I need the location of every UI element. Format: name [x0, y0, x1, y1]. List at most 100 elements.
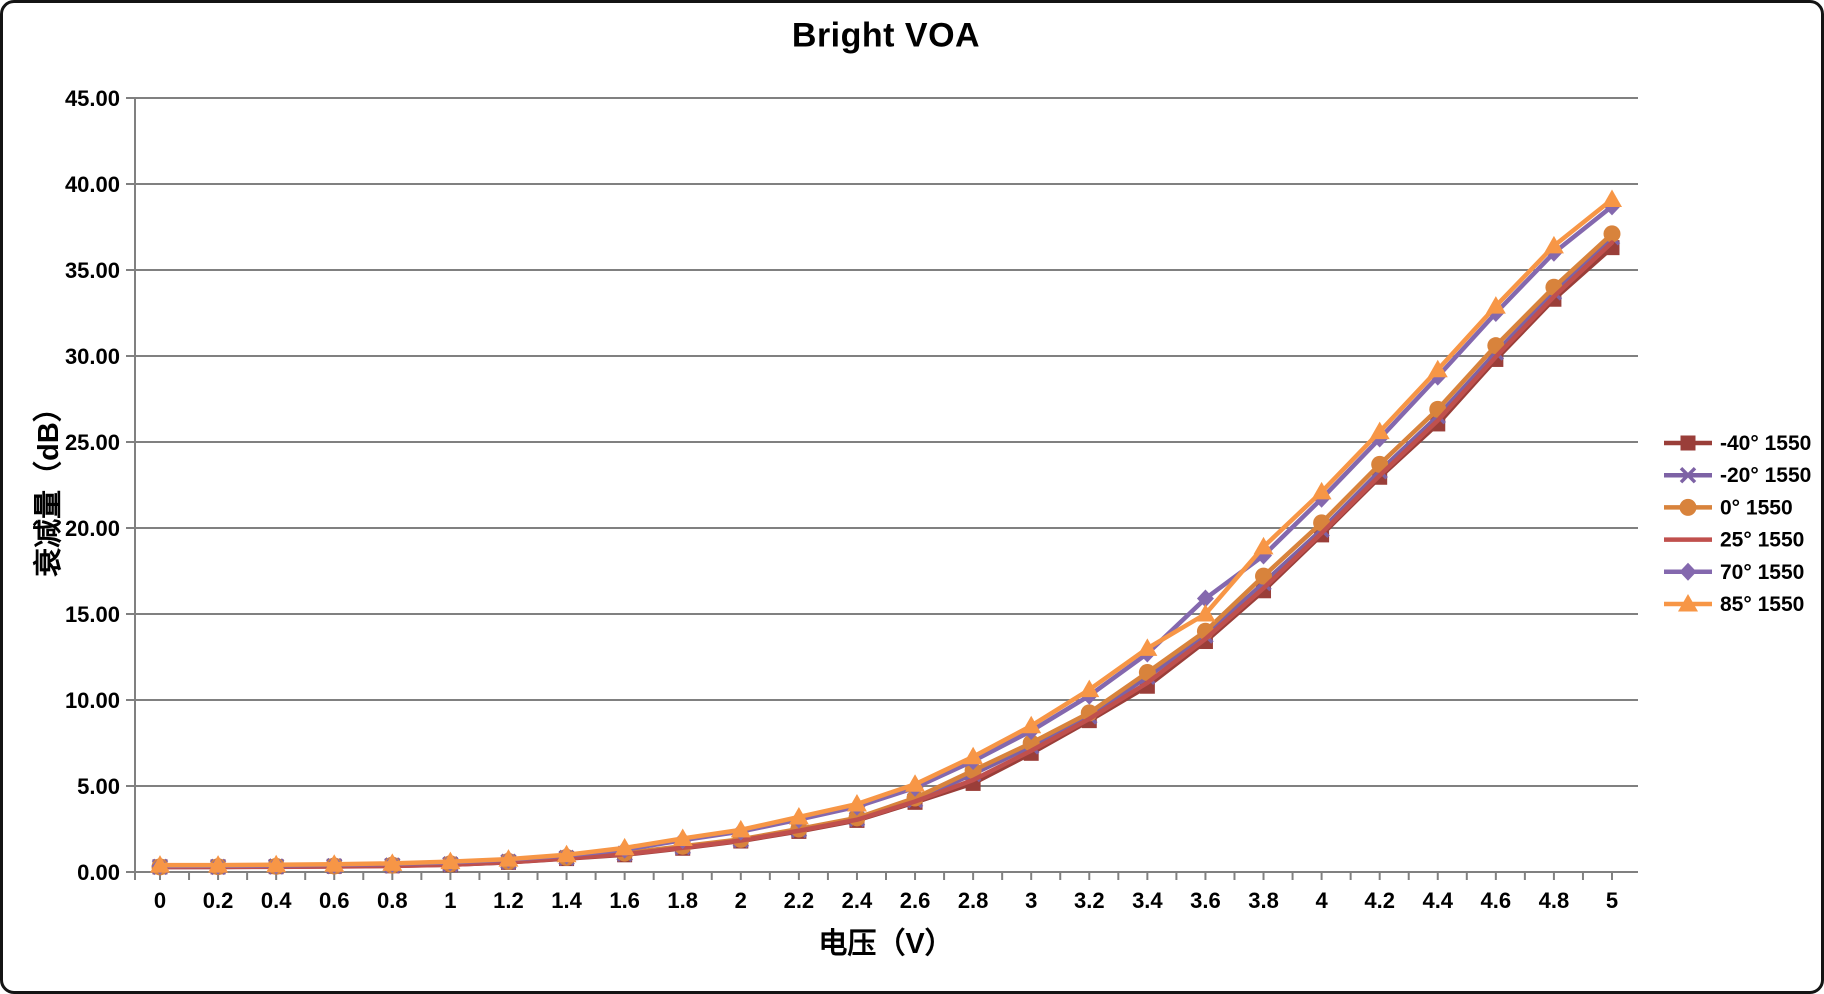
marker-triangle: [1602, 189, 1622, 207]
series-line: [157, 231, 1615, 870]
marker-triangle: [266, 854, 287, 873]
y-tick-label: 0.00: [77, 860, 120, 885]
marker-triangle: [1311, 481, 1332, 500]
y-tick-label: 25.00: [65, 430, 120, 455]
x-tick-label: 4.4: [1422, 888, 1453, 913]
marker-triangle: [1253, 536, 1274, 555]
marker-triangle: [440, 851, 461, 870]
y-tick-label: 5.00: [77, 774, 120, 799]
legend-label: -40° 1550: [1720, 432, 1811, 455]
x-tick-label: 2: [735, 888, 747, 913]
y-tick-label: 20.00: [65, 516, 120, 541]
marker-circle: [964, 762, 982, 780]
marker-circle: [1255, 567, 1273, 585]
marker-triangle: [1369, 421, 1390, 440]
series-line: [157, 197, 1615, 868]
series--20-1550: [151, 229, 1621, 876]
marker-triangle: [1485, 296, 1506, 314]
legend-label: 85° 1550: [1720, 593, 1804, 616]
x-tick-label: 4.8: [1539, 888, 1570, 913]
x-tick-label: 1.8: [667, 888, 698, 913]
marker-circle: [1679, 498, 1697, 516]
gridlines: [135, 97, 1638, 787]
series-line: [157, 235, 1615, 870]
marker-triangle: [556, 844, 577, 863]
y-tick-label: 30.00: [65, 344, 120, 369]
y-tick-label: 15.00: [65, 602, 120, 627]
series-line: [157, 245, 1615, 870]
x-tick-label: 2.8: [958, 888, 989, 913]
marker-triangle: [1195, 604, 1216, 622]
legend-item: -20° 1550: [1664, 464, 1811, 487]
y-tick-label: 45.00: [65, 86, 120, 111]
x-tick-label: 4.2: [1364, 888, 1395, 913]
marker-triangle: [1137, 638, 1158, 656]
x-tick-label: 1.2: [493, 888, 524, 913]
x-tick-label: 1: [444, 888, 456, 913]
marker-triangle: [788, 806, 809, 825]
x-tick-label: 0.2: [203, 888, 234, 913]
x-tick-label: 3.4: [1132, 888, 1163, 913]
x-tick-label: 0.6: [319, 888, 350, 913]
y-tick-label: 35.00: [65, 258, 120, 283]
legend-item: -40° 1550: [1664, 432, 1811, 455]
marker-triangle: [150, 855, 170, 873]
marker-triangle: [324, 854, 345, 872]
x-tick-label: 5: [1606, 888, 1618, 913]
legend-label: 0° 1550: [1720, 496, 1793, 519]
series-25-1550: [157, 240, 1615, 870]
x-tick-label: 1.6: [609, 888, 640, 913]
marker-triangle: [614, 837, 635, 856]
legend-item: 70° 1550: [1664, 561, 1804, 584]
x-tick-label: 3.6: [1190, 888, 1221, 913]
x-tick-label: 2.6: [900, 888, 931, 913]
legend-label: 25° 1550: [1720, 529, 1804, 552]
series-70-1550: [151, 197, 1621, 875]
marker-triangle: [1079, 679, 1100, 698]
chart-title: Bright VOA: [791, 16, 981, 55]
marker-triangle: [1427, 359, 1448, 378]
legend-label: 70° 1550: [1720, 561, 1804, 584]
marker-x: [1679, 466, 1697, 484]
marker-triangle: [846, 794, 867, 812]
marker-triangle: [1021, 715, 1042, 734]
axes: [126, 97, 1638, 880]
series-85-1550: [150, 189, 1622, 873]
series-line: [157, 204, 1615, 869]
marker-triangle: [730, 819, 751, 838]
marker-triangle: [382, 853, 403, 871]
marker-triangle: [1678, 594, 1698, 612]
marker-diamond: [1679, 562, 1697, 581]
marker-diamond: [1196, 589, 1214, 608]
x-tick-label: 3: [1025, 888, 1037, 913]
marker-triangle: [498, 849, 519, 867]
x-tick-label: 2.4: [842, 888, 873, 913]
marker-triangle: [905, 774, 926, 792]
x-tick-label: 0: [154, 888, 166, 913]
marker-circle: [1138, 663, 1156, 681]
marker-triangle: [1543, 235, 1564, 254]
x-axis-title: 电压（V）: [818, 928, 954, 960]
series-line: [157, 240, 1615, 870]
x-tick-label: 4.6: [1481, 888, 1512, 913]
x-tick-label: 3.2: [1074, 888, 1105, 913]
marker-square: [1680, 435, 1696, 451]
legend-label: -20° 1550: [1720, 464, 1811, 487]
marker-circle: [1603, 225, 1621, 243]
y-tick-label: 40.00: [65, 172, 120, 197]
x-tick-label: 4: [1315, 888, 1328, 913]
series--40-1550: [152, 240, 1620, 875]
legend-item: 25° 1550: [1664, 529, 1804, 552]
x-tick-label: 2.2: [784, 888, 815, 913]
marker-triangle: [208, 855, 229, 873]
marker-triangle: [672, 828, 693, 846]
x-tick-label: 0.8: [377, 888, 408, 913]
series-0-1550: [151, 225, 1621, 876]
x-tick-label: 0.4: [261, 888, 292, 913]
x-tick-label: 3.8: [1248, 888, 1279, 913]
legend-item: 85° 1550: [1664, 593, 1804, 616]
tick-labels: 0.005.0010.0015.0020.0025.0030.0035.0040…: [65, 86, 1618, 913]
marker-triangle: [963, 746, 984, 765]
